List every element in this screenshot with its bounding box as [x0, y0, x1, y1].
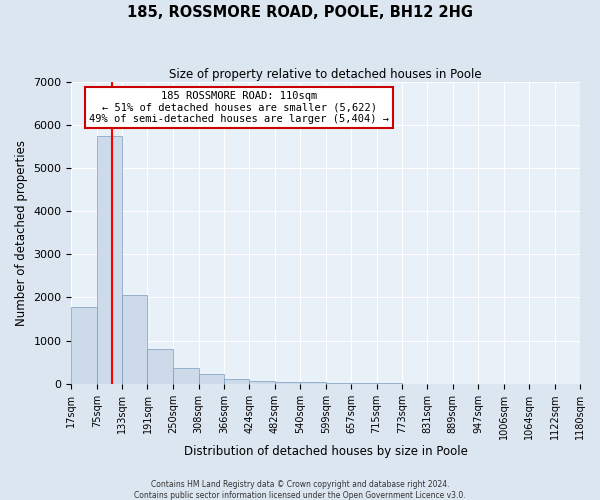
Bar	[224, 378, 250, 384]
Bar	[122, 296, 148, 384]
Bar	[275, 382, 300, 384]
Title: Size of property relative to detached houses in Poole: Size of property relative to detached ho…	[169, 68, 482, 80]
Bar	[326, 383, 351, 384]
Bar	[97, 136, 122, 384]
Bar	[300, 382, 326, 384]
Bar	[351, 383, 377, 384]
Bar	[71, 307, 97, 384]
Text: Contains HM Land Registry data © Crown copyright and database right 2024.
Contai: Contains HM Land Registry data © Crown c…	[134, 480, 466, 500]
Bar	[250, 380, 275, 384]
Text: 185 ROSSMORE ROAD: 110sqm
← 51% of detached houses are smaller (5,622)
49% of se: 185 ROSSMORE ROAD: 110sqm ← 51% of detac…	[89, 90, 389, 124]
Bar	[199, 374, 224, 384]
Bar	[148, 349, 173, 384]
X-axis label: Distribution of detached houses by size in Poole: Distribution of detached houses by size …	[184, 444, 467, 458]
Y-axis label: Number of detached properties: Number of detached properties	[15, 140, 28, 326]
Text: 185, ROSSMORE ROAD, POOLE, BH12 2HG: 185, ROSSMORE ROAD, POOLE, BH12 2HG	[127, 5, 473, 20]
Bar	[173, 368, 199, 384]
